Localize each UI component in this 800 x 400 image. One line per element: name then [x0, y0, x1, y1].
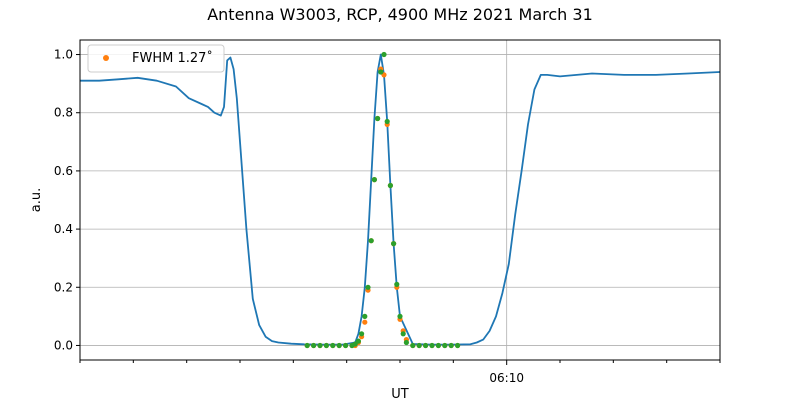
data-point [435, 342, 441, 349]
y-axis-label: a.u. [29, 188, 44, 212]
y-tick-label: 0.6 [54, 164, 73, 178]
x-axis-label: UT [391, 387, 409, 400]
data-point [343, 342, 349, 349]
legend: FWHM 1.27˚ [87, 44, 225, 73]
legend-frame [87, 44, 225, 73]
data-point [375, 115, 381, 122]
y-tick-label: 0.2 [54, 280, 73, 294]
data-point [381, 51, 387, 58]
data-point [384, 118, 390, 125]
data-point [442, 342, 448, 349]
x-tick-label: 06:10 [489, 371, 524, 385]
data-point [362, 313, 368, 319]
axis-ticks: 0.0 0.2 0.4 0.6 0.8 1.0 06:10 [54, 48, 721, 385]
data-point [416, 342, 422, 349]
legend-marker [103, 55, 109, 61]
chart-title: Antenna W3003, RCP, 4900 MHz 2021 March … [207, 5, 593, 24]
series-layer [80, 51, 721, 349]
data-point [448, 342, 454, 349]
data-point [403, 339, 409, 346]
series-line [80, 53, 721, 346]
data-point [400, 331, 406, 337]
data-point [362, 319, 368, 325]
y-tick-label: 0.4 [54, 222, 73, 236]
data-point [429, 342, 435, 349]
data-point [371, 177, 377, 183]
data-point [336, 342, 342, 349]
y-tick-label: 0.8 [54, 106, 73, 120]
data-point [304, 342, 310, 349]
data-point [455, 342, 461, 349]
data-point [423, 342, 429, 349]
legend-label: FWHM 1.27˚ [132, 50, 213, 66]
data-point [394, 281, 400, 287]
data-point [378, 69, 384, 75]
data-point [359, 331, 365, 337]
data-point [355, 338, 361, 344]
y-tick-label: 1.0 [54, 48, 73, 62]
data-point [365, 284, 371, 290]
data-point [410, 342, 416, 349]
data-point [323, 342, 329, 349]
data-point [368, 238, 374, 244]
data-point [387, 182, 393, 189]
data-point [330, 342, 336, 349]
data-point [397, 313, 403, 319]
y-tick-label: 0.0 [54, 338, 73, 352]
data-point [391, 241, 397, 247]
data-point [317, 342, 323, 349]
data-point [311, 342, 317, 349]
